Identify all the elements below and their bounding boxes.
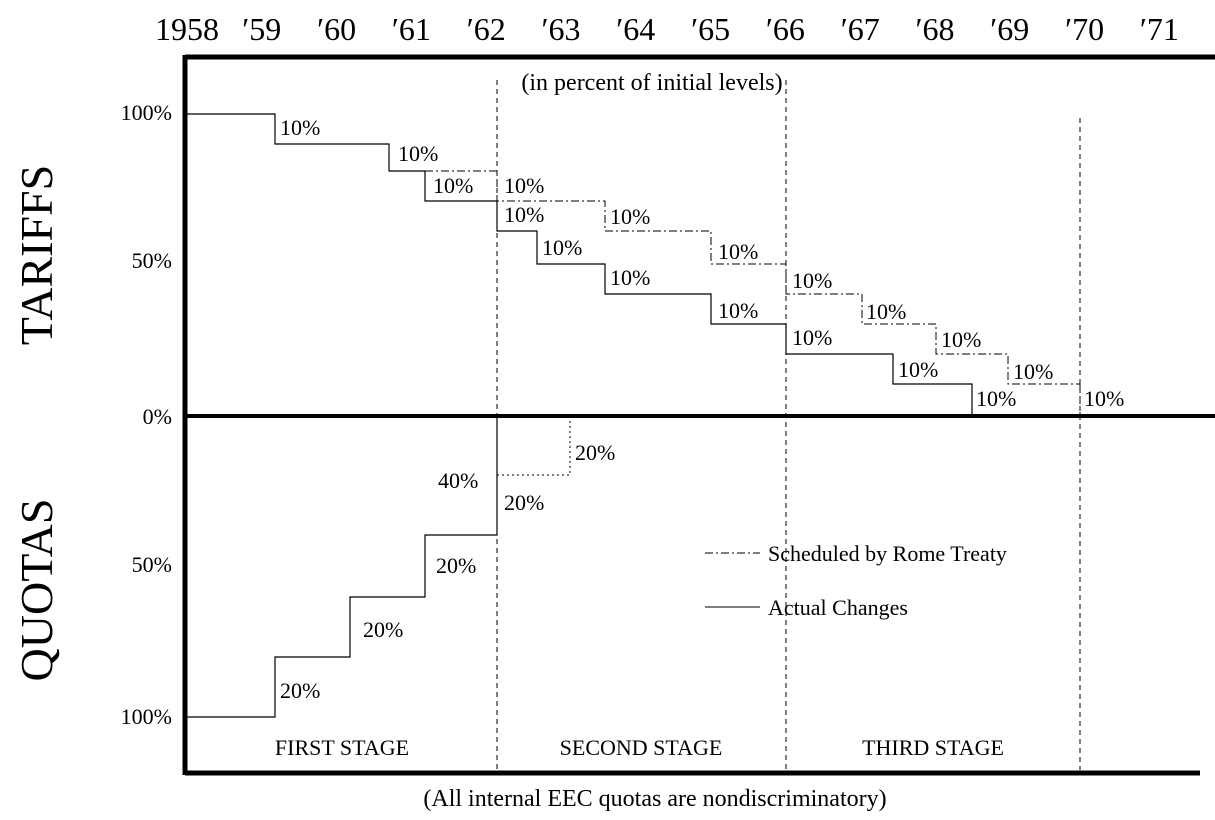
step-label: 10% [866,299,906,324]
year-label: ′68 [916,11,955,47]
step-label: 10% [718,239,758,264]
step-label: 10% [610,204,650,229]
step-label: 20% [504,490,544,515]
step-label: 10% [542,235,582,260]
year-label: ′67 [841,11,880,47]
year-label: ′70 [1065,11,1104,47]
year-label: ′71 [1140,11,1179,47]
step-label: 20% [575,440,615,465]
step-label: 10% [1084,386,1124,411]
quota-actual [187,416,498,718]
tick-label: 100% [121,704,172,729]
stage-label: FIRST STAGE [275,735,409,760]
step-label: 10% [610,265,650,290]
year-label: ′66 [766,11,805,47]
step-label: 10% [792,325,832,350]
tariff-scheduled [425,170,1081,416]
stage-label: SECOND STAGE [560,735,723,760]
year-label: ′69 [990,11,1029,47]
panel-title: QUOTAS [11,499,62,682]
legend-entry: Actual Changes [768,595,908,620]
panel-title: TARIFFS [11,165,62,345]
step-label: 10% [898,357,938,382]
year-label: ′64 [616,11,655,47]
step-label: 20% [363,617,403,642]
year-label: ′60 [317,11,356,47]
frame [182,54,1215,776]
step-labels: 10%10%10% 10%10%10%10%10%10%10%10%10%10%1… [280,115,1124,703]
year-label: ′65 [691,11,730,47]
step-label: 40% [438,468,478,493]
year-label: ′59 [242,11,281,47]
tariff-actual [187,113,973,416]
step-label: 10% [504,202,544,227]
step-label: 20% [436,553,476,578]
step-label: 10% [280,115,320,140]
subtitle: (in percent of initial levels) [521,70,782,96]
year-label: ′61 [392,11,431,47]
footnote: (All internal EEC quotas are nondiscrimi… [423,786,886,812]
tick-label: 0% [143,404,172,429]
step-label: 10% [504,173,544,198]
tick-label: 100% [121,100,172,125]
year-label: ′62 [467,11,506,47]
step-label: 10% [718,298,758,323]
quota-dotted [497,416,571,476]
step-label: 20% [280,678,320,703]
step-label: 10% [792,268,832,293]
year-labels: 1958 ′59 ′60 ′61 ′62 ′63 ′64 ′65 ′66 ′67 ′68 ′69 ′70… [155,11,1179,47]
step-label: 10% [941,327,981,352]
step-label: 10% [433,173,473,198]
tick-label: 50% [132,552,172,577]
step-label: 10% [398,141,438,166]
step-label: 10% [976,386,1016,411]
year-label: 1958 [155,11,219,47]
step-label: 10% [1013,359,1053,384]
legend-entry: Scheduled by Rome Treaty [768,541,1007,566]
stage-label: THIRD STAGE [862,735,1004,760]
year-label: ′63 [542,11,581,47]
tick-label: 50% [132,248,172,273]
